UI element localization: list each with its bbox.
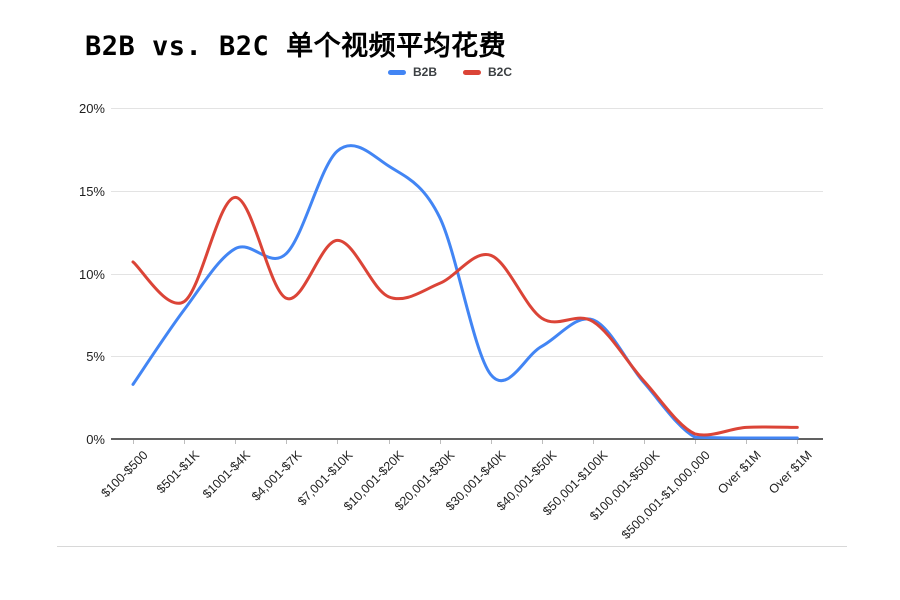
y-axis-label: 15%	[78, 183, 105, 199]
x-axis-tick	[235, 440, 237, 444]
b2b-line	[131, 144, 799, 440]
x-axis-tick	[695, 440, 697, 444]
x-axis-tick	[592, 440, 594, 444]
x-axis-tick	[746, 440, 748, 444]
x-axis-tick	[286, 440, 288, 444]
gridline	[111, 273, 823, 275]
legend-item-b2b: B2B	[387, 65, 437, 79]
x-axis-tick	[133, 440, 134, 444]
chart-title: B2B vs. B2C 单个视频平均花费	[85, 31, 507, 62]
b2c-line	[131, 195, 799, 437]
legend: B2B B2C	[387, 65, 512, 79]
legend-label-b2c: B2C	[488, 65, 513, 79]
x-axis-tick	[388, 440, 390, 444]
x-axis-tick	[184, 440, 186, 444]
legend-label-b2b: B2B	[412, 65, 437, 79]
x-axis-tick	[644, 440, 645, 444]
y-axis-label: 5%	[86, 349, 105, 365]
b2c-series-swatch-icon	[463, 69, 481, 75]
y-axis-label: 0%	[86, 432, 105, 447]
gridline	[111, 356, 823, 358]
footer-divider	[57, 546, 847, 547]
x-axis-tick	[797, 440, 799, 444]
legend-item-b2c: B2C	[463, 65, 512, 79]
y-axis-label: 20%	[78, 101, 105, 116]
x-axis-tick	[337, 440, 339, 444]
x-axis-tick	[541, 440, 543, 444]
gridline	[111, 190, 823, 192]
y-axis-label: 10%	[78, 266, 105, 282]
x-axis-tick	[490, 440, 492, 444]
x-axis-tick	[439, 440, 441, 444]
x-axis-line	[111, 438, 823, 440]
gridline	[111, 108, 823, 109]
b2b-series-swatch-icon	[387, 69, 406, 75]
